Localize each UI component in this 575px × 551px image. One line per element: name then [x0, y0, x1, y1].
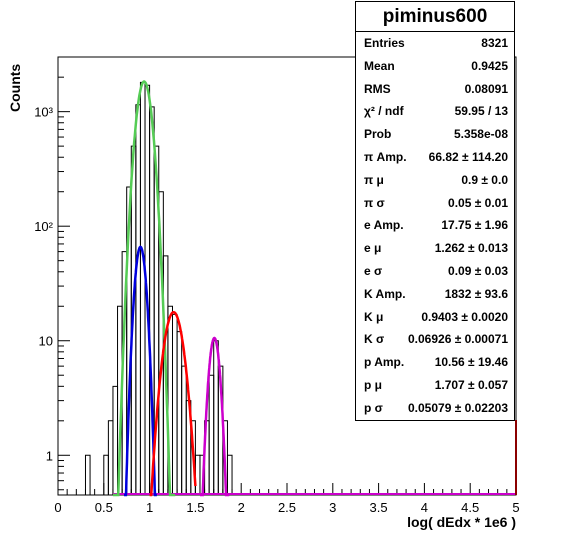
stats-key: K σ	[364, 332, 385, 347]
stats-key: K μ	[364, 309, 384, 324]
histogram-bin	[208, 374, 215, 495]
histogram-bin	[84, 454, 91, 495]
x-tick-label: 2	[238, 500, 245, 515]
stats-value: 66.82 ± 114.20	[428, 150, 508, 164]
stats-value: 1.707 ± 0.057	[434, 378, 508, 392]
stats-value: 0.08091	[464, 81, 508, 96]
stats-key: π Amp.	[364, 150, 407, 164]
stats-key: p σ	[364, 400, 383, 415]
stats-key: Prob	[364, 127, 392, 142]
stats-row: p μ 1.707 ± 0.057	[356, 374, 514, 397]
stats-key: p μ	[364, 378, 383, 392]
y-tick-label: 10³	[34, 105, 53, 120]
stats-value: 8321	[481, 36, 508, 50]
x-tick-label: 3.5	[370, 500, 388, 515]
histogram-bin	[226, 454, 233, 495]
histogram-bin	[139, 81, 146, 495]
stats-key: χ² / ndf	[364, 104, 404, 119]
stats-value: 10.56 ± 19.46	[434, 355, 508, 370]
x-tick-label: 4.5	[461, 500, 479, 515]
histogram-bin	[181, 365, 187, 495]
stats-row: π μ 0.9 ± 0.0	[356, 169, 514, 192]
fit-curve-e	[149, 310, 197, 497]
histogram-bin	[213, 340, 219, 495]
stats-value: 0.09 ± 0.03	[448, 264, 508, 278]
histogram-bin	[103, 454, 109, 495]
stats-row: π σ 0.05 ± 0.01	[356, 192, 514, 215]
stats-value: 1.262 ± 0.013	[434, 241, 508, 256]
stats-value: 59.95 / 13	[454, 104, 508, 119]
stats-key: e σ	[364, 264, 383, 278]
stats-row: π Amp. 66.82 ± 114.20	[356, 146, 514, 169]
histogram-bin	[176, 331, 183, 495]
y-tick-label: 1	[46, 448, 53, 463]
stats-row: e σ 0.09 ± 0.03	[356, 260, 514, 283]
x-tick-label: 1.5	[186, 500, 204, 515]
stats-value: 0.05 ± 0.01	[448, 195, 508, 210]
stats-row: e Amp. 17.75 ± 1.96	[356, 214, 514, 237]
stats-key: π μ	[364, 172, 384, 187]
stats-key: RMS	[364, 81, 391, 96]
stats-key: e Amp.	[364, 218, 404, 233]
stats-key: p Amp.	[364, 355, 405, 370]
stats-row: K μ 0.9403 ± 0.0020	[356, 306, 514, 329]
x-tick-label: 1	[146, 500, 153, 515]
stats-value: 0.9403 ± 0.0020	[421, 309, 508, 324]
stats-row: RMS 0.08091	[356, 78, 514, 101]
stats-value: 5.358e-08	[453, 127, 508, 142]
y-tick-label: 10	[39, 334, 53, 349]
stats-title: piminus600	[356, 2, 514, 32]
stats-value: 0.9425	[471, 58, 508, 73]
y-tick-label: 10²	[34, 219, 53, 234]
stats-key: π σ	[364, 195, 385, 210]
histogram-bin	[107, 420, 114, 495]
x-tick-label: 2.5	[278, 500, 296, 515]
stats-value: 17.75 ± 1.96	[441, 218, 508, 233]
stats-row: Prob 5.358e-08	[356, 123, 514, 146]
fit-curve-p	[200, 336, 230, 497]
x-tick-label: 0.5	[95, 500, 113, 515]
histogram-bin	[112, 385, 119, 495]
stats-row: Mean 0.9425	[356, 55, 514, 78]
stats-row: p Amp. 10.56 ± 19.46	[356, 351, 514, 374]
x-axis-label: log( dEdx * 1e6 )	[407, 514, 516, 530]
stats-row: Entries 8321	[356, 32, 514, 55]
fit-curve-pi	[124, 245, 157, 497]
stats-value: 0.9 ± 0.0	[461, 172, 508, 187]
stats-value: 0.06926 ± 0.00071	[407, 332, 508, 347]
stats-row: K σ 0.06926 ± 0.00071	[356, 328, 514, 351]
histogram-bin	[172, 313, 178, 495]
stats-key: e μ	[364, 241, 382, 256]
stats-value: 1832 ± 93.6	[444, 286, 508, 301]
stats-value: 0.05079 ± 0.02203	[407, 400, 508, 415]
histogram-bin	[135, 104, 141, 495]
stats-row: e μ 1.262 ± 0.013	[356, 237, 514, 260]
stats-row: K Amp. 1832 ± 93.6	[356, 283, 514, 306]
x-tick-label: 4	[421, 500, 428, 515]
histogram-bin	[194, 454, 201, 495]
y-axis-label: Counts	[7, 64, 23, 112]
stats-key: Entries	[364, 36, 405, 50]
x-tick-label: 5	[512, 500, 519, 515]
stats-row: χ² / ndf 59.95 / 13	[356, 100, 514, 123]
stats-box: piminus600 Entries 8321 Mean 0.9425 RMS 0.080…	[355, 1, 515, 421]
stats-key: K Amp.	[364, 286, 406, 301]
stats-row: p σ 0.05079 ± 0.02203	[356, 397, 514, 420]
x-tick-label: 0	[54, 500, 61, 515]
stats-key: Mean	[364, 58, 395, 73]
x-tick-label: 3	[329, 500, 336, 515]
